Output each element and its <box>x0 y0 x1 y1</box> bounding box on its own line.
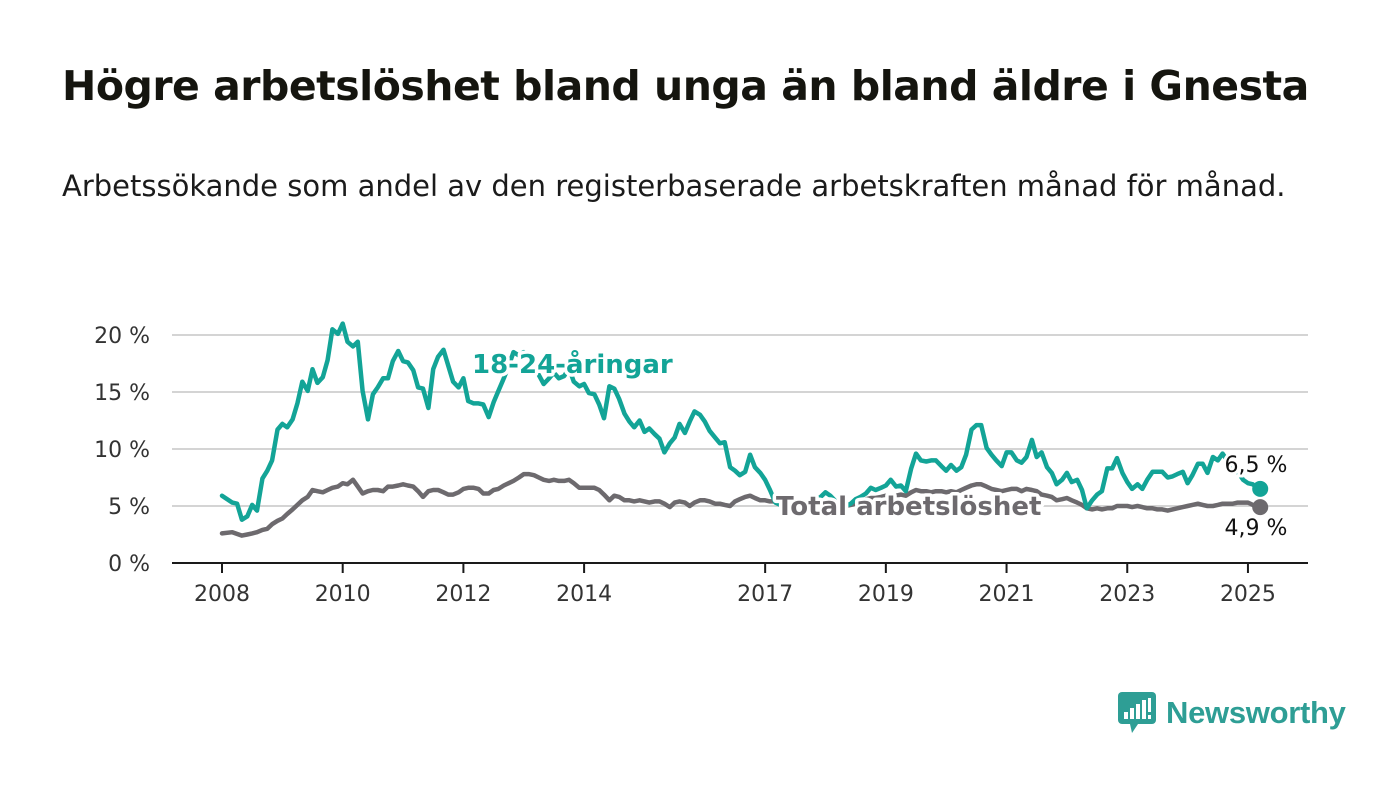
y-tick-label: 0 % <box>108 552 150 577</box>
x-tick-label: 2025 <box>1220 582 1276 607</box>
chart-subtitle: Arbetssökande som andel av den registerb… <box>62 169 1286 203</box>
gridlines <box>172 334 1308 507</box>
brand-logo[interactable]: Newsworthy <box>1118 690 1346 736</box>
y-tick-label: 5 % <box>108 495 150 520</box>
y-tick-label: 10 % <box>94 438 150 463</box>
y-tick-label: 15 % <box>94 381 150 406</box>
end-point-total <box>1252 499 1269 516</box>
x-tick-label: 2014 <box>556 582 612 607</box>
series-line-youth <box>219 321 1261 522</box>
chart-title: Högre arbetslöshet bland unga än bland ä… <box>62 62 1309 110</box>
end-label-total: 4,9 % <box>1225 516 1288 541</box>
series-label-total: Total arbetslöshet <box>776 492 1041 522</box>
x-tick-label: 2017 <box>737 582 793 607</box>
end-label-youth: 6,5 % <box>1225 453 1288 478</box>
x-tick-label: 2008 <box>194 582 250 607</box>
bar-chart-speech-bubble-icon <box>1118 692 1156 733</box>
axes: 0 % 5 % 10 % 15 % 20 % 2008 2010 2012 2014 2017 20… <box>94 324 1308 607</box>
series-label-youth: 18-24-åringar <box>472 348 673 380</box>
end-point-youth <box>1252 480 1269 497</box>
x-tick-label: 2012 <box>435 582 491 607</box>
x-tick-label: 2021 <box>979 582 1035 607</box>
x-tick-label: 2019 <box>858 582 914 607</box>
brand-name: Newsworthy <box>1166 695 1346 730</box>
series-lines <box>219 321 1269 538</box>
x-tick-label: 2023 <box>1099 582 1155 607</box>
labels: 18-24-åringar Total arbetslöshet 6,5 % 4,9 … <box>469 345 1291 545</box>
y-tick-label: 20 % <box>94 324 150 349</box>
x-tick-label: 2010 <box>315 582 371 607</box>
